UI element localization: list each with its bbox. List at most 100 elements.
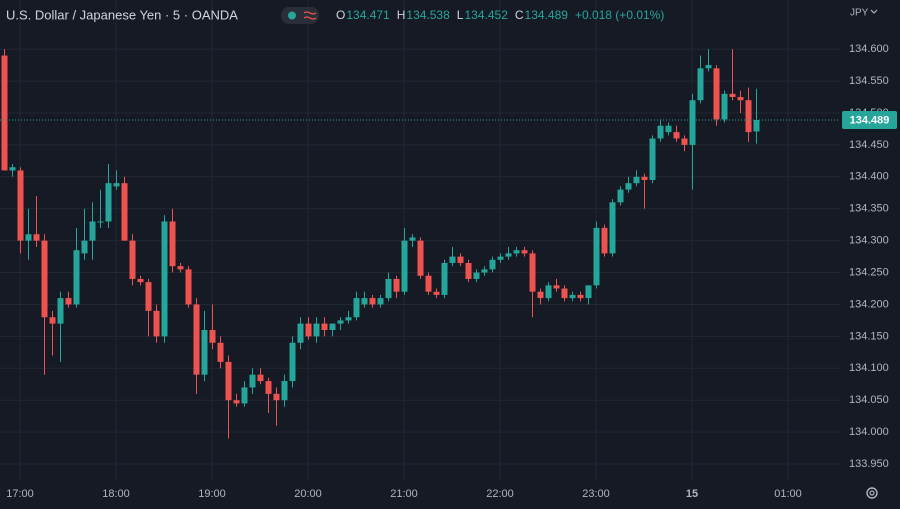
candle-body	[361, 298, 368, 305]
candle-body	[753, 120, 760, 132]
y-tick-label: 134.100	[849, 362, 889, 374]
candle-body	[73, 250, 80, 305]
candle-body	[377, 298, 384, 305]
candle-body	[713, 68, 720, 120]
candle-body	[673, 132, 680, 139]
candle-body	[489, 259, 496, 270]
candle-body	[49, 317, 56, 324]
candle-body	[401, 240, 408, 292]
candle-body	[385, 278, 392, 299]
last-price-label: 134.489	[850, 114, 890, 126]
x-tick-label: 21:00	[390, 488, 418, 500]
candle-body	[241, 387, 248, 404]
candle-body	[185, 269, 192, 305]
x-tick-label: 01:00	[774, 488, 802, 500]
x-tick-label: 20:00	[294, 488, 322, 500]
candle-body	[33, 234, 40, 241]
x-tick-label: 17:00	[6, 488, 34, 500]
candle-body	[705, 65, 712, 69]
currency-caret[interactable]	[870, 9, 878, 14]
toggle-wave	[303, 11, 317, 20]
candle-body	[297, 323, 304, 343]
candle-body	[97, 221, 104, 223]
candle-body	[17, 170, 24, 241]
candle-body	[721, 93, 728, 120]
toggle-dot	[288, 11, 296, 20]
legend-toggle[interactable]	[281, 7, 319, 24]
candle-body	[65, 298, 72, 305]
candle-body	[433, 291, 440, 295]
candle-body	[649, 138, 656, 180]
ohlc-key: O	[336, 8, 345, 22]
candle-body	[585, 285, 592, 299]
candle-body	[689, 100, 696, 145]
candle-body	[481, 269, 488, 273]
candle-body	[145, 282, 152, 311]
ohlc-key: C	[515, 8, 524, 22]
candle-body	[57, 298, 64, 324]
y-tick-label: 134.200	[849, 298, 889, 310]
candle-body	[217, 342, 224, 362]
gear-hub	[869, 490, 875, 496]
candle-body	[289, 342, 296, 382]
candle-body	[89, 221, 96, 241]
candle-body	[337, 320, 344, 324]
candle-body	[225, 361, 232, 401]
candle-body	[41, 240, 48, 318]
candle-body	[425, 275, 432, 292]
y-tick-label: 134.350	[849, 203, 889, 215]
candle-body	[409, 237, 416, 241]
candle-body	[441, 262, 448, 295]
overlay: 133.950 134.000 134.050 134.100 134.150 134.2…	[0, 7, 897, 500]
y-tick-label: 133.950	[849, 458, 889, 470]
ohlc-value: 134.538	[406, 8, 450, 22]
candle-body	[545, 285, 552, 299]
chart-title: U.S. Dollar / Japanese Yen · 5 · OANDA	[6, 7, 238, 22]
candle-body	[273, 393, 280, 401]
candle-body	[257, 374, 264, 382]
y-tick-label: 134.050	[849, 394, 889, 406]
ohlc-value: 134.471	[346, 8, 390, 22]
currency-label: JPY	[850, 8, 869, 19]
candle-body	[161, 221, 168, 337]
settings-icon[interactable]	[866, 487, 878, 499]
candle-body	[353, 298, 360, 318]
candle-body	[617, 189, 624, 203]
candle-body	[201, 330, 208, 375]
candle-body	[697, 68, 704, 101]
candle-body	[113, 183, 120, 187]
gear-ring	[866, 487, 878, 499]
y-tick-label: 134.250	[849, 266, 889, 278]
candle-body	[505, 253, 512, 257]
candle-body	[569, 294, 576, 299]
candle-body	[553, 285, 560, 289]
candle-body	[1, 55, 8, 171]
candle-body	[561, 288, 568, 299]
candle-body	[9, 167, 16, 171]
candle-body	[537, 291, 544, 299]
candle-body	[321, 323, 328, 330]
candle-body	[745, 100, 752, 133]
candle-body	[497, 256, 504, 260]
ohlc-value: 134.489	[525, 8, 569, 22]
x-tick-label: 18:00	[102, 488, 130, 500]
candle-body	[153, 310, 160, 337]
y-tick-label: 134.300	[849, 235, 889, 247]
ohlc-key: H	[397, 8, 406, 22]
candle-body	[25, 234, 32, 241]
ohlc-value: 134.452	[464, 8, 508, 22]
candle-body	[609, 202, 616, 254]
candle-body	[193, 304, 200, 375]
y-tick-label: 134.000	[849, 426, 889, 438]
x-tick-label: 22:00	[486, 488, 514, 500]
candle-body	[633, 176, 640, 184]
candle-body	[737, 97, 744, 101]
candle-body	[641, 176, 648, 180]
candle-body	[313, 323, 320, 337]
candle-body	[513, 250, 520, 254]
last-price-tag	[842, 111, 897, 129]
ohlc-key: L	[457, 8, 464, 22]
candle-body	[601, 227, 608, 254]
